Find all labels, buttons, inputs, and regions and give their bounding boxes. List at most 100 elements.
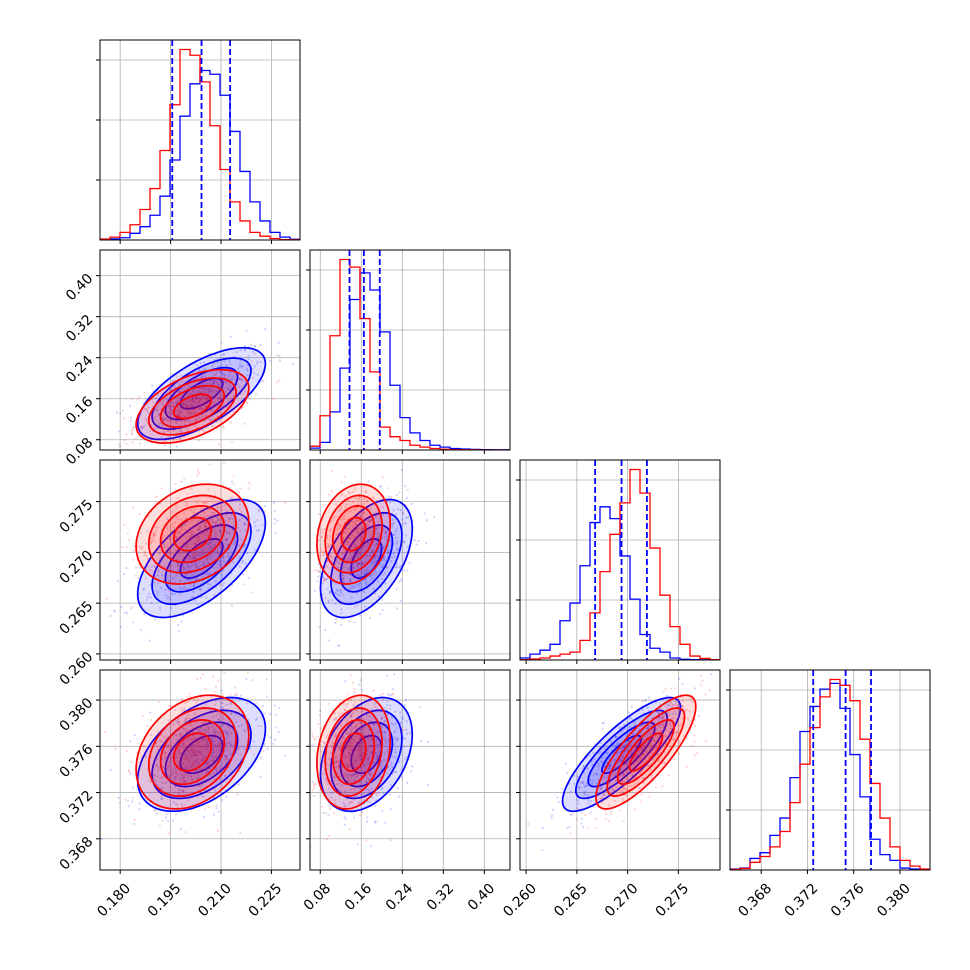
scatter-point (186, 758, 189, 762)
scatter-point (642, 777, 645, 780)
scatter-point (167, 745, 170, 748)
scatter-point (621, 756, 624, 759)
scatter-point (182, 747, 185, 750)
density-fill (332, 719, 375, 785)
scatter-point (329, 529, 332, 532)
scatter-point (176, 624, 180, 627)
scatter-point (207, 587, 210, 590)
scatter-point (350, 533, 353, 537)
scatter-point (348, 510, 351, 513)
scatter-point (195, 758, 199, 761)
scatter-point (358, 813, 362, 816)
scatter-point (350, 800, 353, 804)
contour-line (136, 346, 267, 441)
scatter-point (607, 804, 611, 807)
scatter-point (387, 740, 390, 743)
scatter-point (325, 783, 329, 786)
scatter-point (127, 539, 131, 542)
scatter-point (264, 505, 267, 508)
scatter-point (203, 808, 206, 811)
scatter-point (641, 761, 644, 765)
scatter-point (169, 407, 172, 410)
scatter-point (352, 762, 355, 766)
scatter-point (345, 531, 348, 534)
scatter-point (193, 552, 197, 555)
scatter-point (201, 395, 204, 398)
scatter-point (141, 714, 144, 717)
density-fill (136, 695, 249, 809)
scatter-point (569, 832, 572, 835)
scatter-point (150, 491, 152, 493)
scatter-point (374, 792, 377, 795)
scatter-point (192, 399, 195, 402)
scatter-point (179, 745, 183, 748)
scatter-point (178, 411, 181, 415)
contour-line (172, 732, 212, 772)
scatter-point (184, 717, 187, 721)
scatter-point (200, 549, 203, 552)
scatter-point (327, 545, 330, 548)
scatter-point (355, 528, 358, 531)
scatter-point (204, 525, 207, 528)
scatter-point (356, 528, 359, 531)
scatter-point (639, 800, 642, 803)
scatter-point (341, 578, 345, 581)
scatter-point (207, 561, 210, 564)
scatter-point (617, 751, 620, 754)
scatter-point (177, 723, 181, 726)
x-tick-label: 0.260 (500, 881, 540, 921)
scatter-point (320, 535, 323, 538)
scatter-point (162, 736, 165, 739)
scatter-point (631, 733, 634, 736)
scatter-point (581, 767, 584, 770)
scatter-point (196, 539, 199, 542)
scatter-point (227, 741, 231, 745)
scatter-point (349, 578, 352, 581)
scatter-point (348, 568, 351, 571)
scatter-point (272, 397, 275, 400)
scatter-point (139, 532, 143, 535)
scatter-point (173, 581, 176, 584)
scatter-point (193, 412, 196, 415)
scatter-point (218, 529, 222, 533)
scatter-point (333, 719, 336, 722)
scatter-point (179, 428, 182, 431)
scatter-point (217, 718, 220, 721)
scatter-point (199, 362, 203, 365)
scatter-point (244, 543, 247, 546)
scatter-point (693, 734, 696, 737)
scatter-point (214, 523, 217, 526)
scatter-point (132, 426, 135, 429)
scatter-point (364, 583, 368, 586)
scatter-point (159, 422, 162, 425)
scatter-point (240, 365, 243, 368)
scatter-point (384, 582, 387, 585)
scatter-point (648, 724, 651, 728)
scatter-point (664, 734, 667, 737)
scatter-point (223, 775, 227, 778)
scatter-point (353, 521, 356, 524)
scatter-point (204, 703, 208, 706)
y-tick-label: 0.372 (57, 788, 97, 828)
scatter-point (164, 751, 167, 754)
scatter-point (365, 775, 368, 778)
scatter-point (181, 789, 184, 793)
scatter-point (365, 780, 368, 783)
scatter-point (344, 752, 347, 756)
scatter-point (338, 523, 341, 526)
scatter-point (350, 788, 353, 791)
histogram-step-red (520, 468, 720, 660)
scatter-point (396, 562, 399, 565)
scatter-point (183, 776, 186, 779)
scatter-point (322, 760, 325, 763)
scatter-point (582, 765, 586, 768)
scatter-point (154, 779, 157, 783)
scatter-point (675, 731, 678, 734)
scatter-point (238, 385, 241, 388)
scatter-point (348, 748, 351, 751)
scatter-point (329, 591, 332, 594)
scatter-point (272, 742, 275, 745)
scatter-point (184, 757, 188, 761)
scatter-point (163, 431, 166, 434)
scatter-point (184, 779, 187, 783)
